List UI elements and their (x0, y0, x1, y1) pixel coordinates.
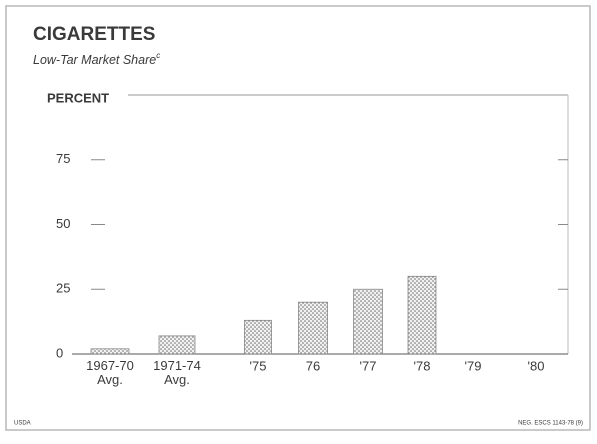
y-tick-label: 25 (56, 281, 70, 296)
y-tick-label: 75 (56, 151, 70, 166)
bar (407, 275, 437, 355)
frame (5, 5, 591, 431)
subtitle-note: c (156, 51, 160, 60)
y-axis-label: PERCENT (47, 90, 109, 105)
bar (90, 348, 130, 355)
x-tick-label: '79 (465, 358, 482, 373)
chart-subtitle: Low-Tar Market Sharec (33, 51, 160, 67)
x-tick-label: '77 (360, 358, 377, 373)
x-tick-label: '78 (414, 358, 431, 373)
footer-left: USDA (14, 421, 31, 427)
y-tick-label: 50 (56, 216, 70, 231)
subtitle-text: Low-Tar Market Share (33, 53, 156, 67)
bar (298, 301, 328, 355)
x-tick-label: '75 (250, 358, 267, 373)
bar (158, 335, 196, 355)
bar (353, 288, 383, 355)
x-tick-label: 76 (306, 358, 320, 373)
bar (244, 319, 272, 355)
x-tick-label: '80 (528, 358, 545, 373)
chart-title: CIGARETTES (33, 24, 155, 45)
footer-right: NEG. ESCS 1143-78 (9) (518, 421, 583, 427)
x-tick-label: 1971-74 Avg. (153, 358, 201, 387)
x-tick-label: 1967-70 Avg. (86, 358, 134, 387)
y-tick-label: 0 (56, 345, 63, 360)
